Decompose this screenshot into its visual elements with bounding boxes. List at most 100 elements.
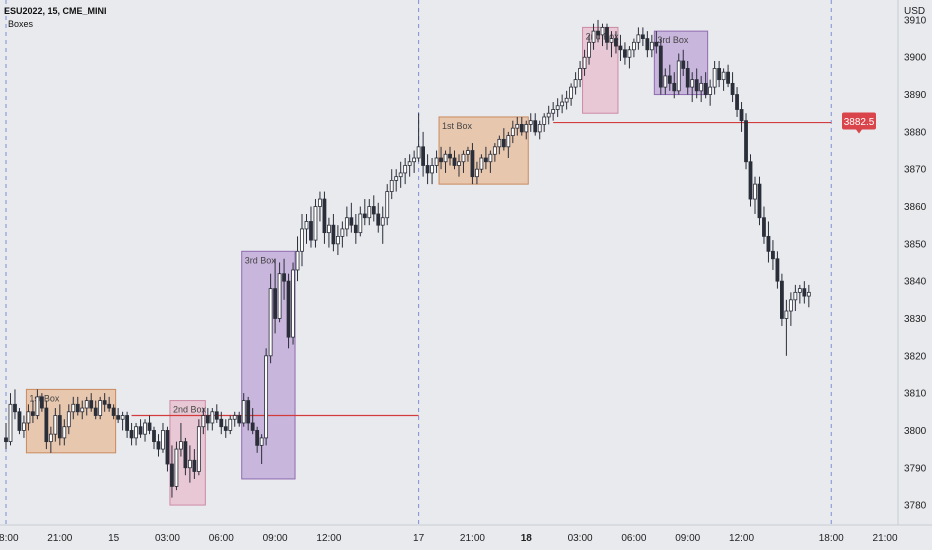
candle [8,393,13,446]
candle-body [237,415,242,424]
candle [802,281,807,304]
time-tick-label: 15 [108,533,120,544]
candle-body [645,38,650,51]
candle [300,213,304,267]
candle-body [259,437,264,446]
candle [470,143,475,185]
candle [748,154,753,207]
time-tick-label: 03:00 [155,533,180,544]
candle-body [4,437,8,443]
candle-body [434,157,439,166]
price-tick-label: 3790 [904,463,927,474]
candle-body [632,41,636,51]
candle [416,113,421,162]
candle [492,143,497,162]
box-rect [241,250,296,480]
candle-body [555,105,560,110]
candle-body [80,407,85,413]
candle [367,199,372,226]
candle [793,284,798,312]
candle [475,161,479,185]
candle [515,116,520,136]
candle [519,116,524,136]
candle [546,105,551,125]
candle-body [219,418,224,428]
candle-body [93,407,98,416]
candle-body [672,82,677,92]
candle [246,396,251,431]
candle-body [327,224,331,234]
candle-body [300,228,304,252]
candle-body [771,250,775,260]
candle [102,393,107,412]
candle [744,113,748,170]
time-tick-label: 06:00 [209,533,234,544]
candle-body [605,26,609,43]
candle [421,131,426,177]
candle-body [75,403,80,413]
candle-body [690,79,695,88]
candle-body [340,228,345,237]
time-axis[interactable]: 18:00 21:00 15 03:00 06:00 09:00 12:00 17 21:00 1… [0,533,898,544]
candle-body [26,411,31,424]
candle [654,31,659,54]
candle [44,400,49,450]
candle [524,120,529,140]
candle-body [443,153,448,163]
candle-body [492,146,497,155]
candle-body [403,165,408,174]
candle [658,38,663,95]
candle [17,408,22,435]
price-tick-label: 3860 [904,202,927,213]
candle [111,404,116,420]
candle [788,292,793,326]
candle-body [753,183,757,200]
candle-body [775,258,780,282]
candle [685,60,690,95]
price-tick-label: 3840 [904,277,927,288]
candle-body [170,463,174,487]
candle [681,49,686,76]
price-axis[interactable]: 3780 3790 3800 3810 3820 3830 3840 3850 3860 3870… [904,15,927,511]
candle [582,49,587,76]
candle [53,408,58,442]
candle-body [739,109,744,122]
candle [129,422,134,446]
candle [389,169,394,200]
price-tick-label: 3890 [904,90,927,101]
candle [452,150,457,170]
candle [362,199,367,226]
candle [84,396,89,416]
candle [349,202,354,233]
candle-body [528,120,533,125]
candle [623,42,627,65]
candle [179,422,183,457]
candle-body [546,112,551,118]
candle-body [524,124,529,133]
candle-body [717,68,722,81]
candle-body [551,109,556,114]
price-tick-label: 3910 [904,15,927,26]
price-tick-label: 3780 [904,501,927,512]
candle-body [685,68,690,88]
candle-body [134,426,138,439]
candle-body [542,116,547,125]
candle [497,135,502,155]
symbol-legend[interactable]: ESU2022, 15, CME_MINI [4,6,107,16]
candle-body [192,459,197,472]
candle [712,60,717,95]
candle [273,258,278,334]
indicator-legend[interactable]: Boxes [8,19,34,29]
price-tick-label: 3900 [904,53,927,64]
candle-body [667,75,672,84]
candle [187,445,192,483]
candle-body [488,153,493,163]
candle [649,34,654,58]
candle-body [780,280,784,319]
candle [645,31,650,58]
candle [443,150,448,173]
candle [439,146,443,170]
candle-body [699,82,704,92]
